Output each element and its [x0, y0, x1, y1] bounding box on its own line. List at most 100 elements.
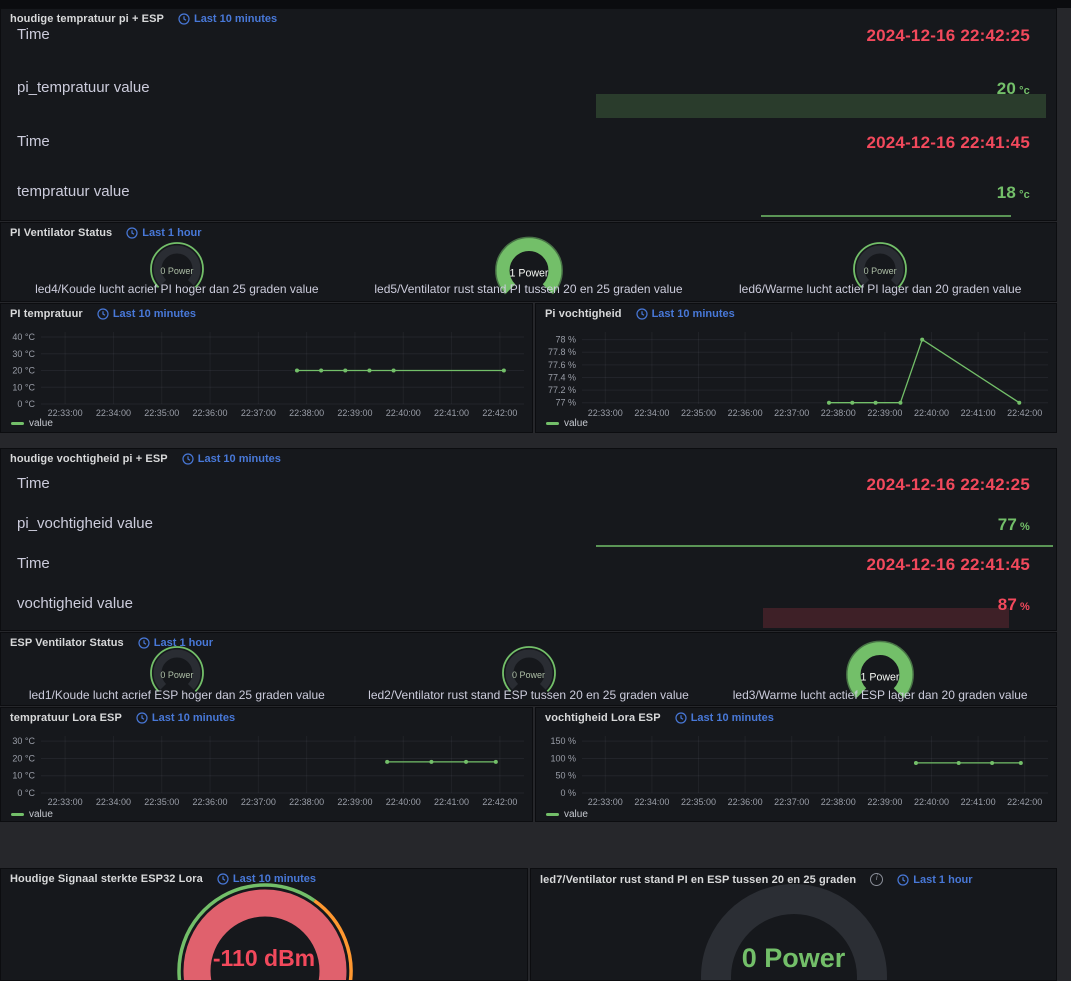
svg-text:22:35:00: 22:35:00	[681, 797, 716, 807]
panel-title[interactable]: led7/Ventilator rust stand PI en ESP tus…	[540, 873, 857, 886]
panel-title[interactable]: houdige tempratuur pi + ESP	[10, 13, 164, 25]
gauge-label: led1/Koude lucht acrief ESP hoger dan 25…	[28, 688, 325, 702]
gauge-cell: 1 Power led5/Ventilator rust stand PI tu…	[353, 233, 705, 301]
svg-text:77.2 %: 77.2 %	[548, 385, 576, 395]
time-range-label: Last 10 minutes	[690, 712, 774, 724]
panel-title[interactable]: PI tempratuur	[10, 308, 83, 320]
time-series-chart[interactable]: 22:33:00 22:34:00 22:35:00 22:36:00 22:37:00…	[536, 730, 1053, 809]
svg-text:22:41:00: 22:41:00	[961, 408, 996, 418]
time-range-control[interactable]: Last 10 minutes	[675, 712, 774, 724]
legend-label[interactable]: value	[564, 418, 588, 429]
time-range-control[interactable]: Last 10 minutes	[178, 13, 277, 25]
svg-text:22:37:00: 22:37:00	[241, 797, 276, 807]
legend[interactable]: value	[11, 418, 53, 429]
svg-text:22:40:00: 22:40:00	[386, 797, 421, 807]
stat-label: pi_tempratuur value	[17, 79, 150, 96]
svg-text:20 °C: 20 °C	[12, 366, 35, 376]
svg-text:77 %: 77 %	[555, 398, 576, 408]
gauge: 0 Power	[139, 239, 215, 293]
stat-row: vochtigheid value 87%	[17, 595, 1030, 615]
legend-color	[11, 422, 24, 425]
panel-led7-gauge: led7/Ventilator rust stand PI en ESP tus…	[530, 868, 1057, 981]
panel-pi-tempratuur: PI tempratuur Last 10 minutes 22:33:00 22…	[0, 303, 533, 433]
svg-text:22:42:00: 22:42:00	[482, 797, 517, 807]
top-margin	[0, 0, 1071, 8]
time-range-control[interactable]: Last 10 minutes	[635, 308, 735, 320]
svg-text:22:34:00: 22:34:00	[634, 408, 669, 418]
stat-row: Time 2024-12-16 22:42:25	[17, 475, 1030, 495]
gauge-value: 1 Power	[860, 670, 900, 683]
gauge-value: 0 Power	[863, 266, 897, 276]
svg-text:22:38:00: 22:38:00	[289, 797, 324, 807]
time-range-control[interactable]: Last 10 minutes	[97, 308, 196, 320]
panel-temp-stat: houdige tempratuur pi + ESP Last 10 minu…	[0, 8, 1057, 221]
svg-text:22:39:00: 22:39:00	[867, 408, 902, 418]
panel-title[interactable]: houdige vochtigheid pi + ESP	[10, 453, 168, 465]
svg-text:78 %: 78 %	[555, 335, 576, 345]
stat-label: Time	[17, 555, 50, 572]
svg-text:22:39:00: 22:39:00	[337, 797, 372, 807]
gauge: 1 Power	[835, 639, 925, 703]
clock-icon	[97, 308, 109, 320]
legend[interactable]: value	[546, 418, 588, 429]
panel-title[interactable]: Houdige Signaal sterkte ESP32 Lora	[10, 873, 203, 885]
panel-vochtigheid-lora-esp: vochtigheid Lora ESP Last 10 minutes 22:…	[535, 707, 1057, 822]
legend[interactable]: value	[546, 809, 588, 820]
time-range-label: Last 1 hour	[142, 227, 202, 239]
info-icon[interactable]	[870, 873, 884, 886]
sparkline	[596, 545, 1053, 547]
time-range-control[interactable]: Last 1 hour	[138, 637, 213, 649]
svg-text:22:41:00: 22:41:00	[961, 797, 996, 807]
svg-text:22:40:00: 22:40:00	[914, 797, 949, 807]
svg-text:22:34:00: 22:34:00	[634, 797, 669, 807]
time-range-control[interactable]: Last 10 minutes	[182, 453, 281, 465]
stat-value: 77%	[997, 515, 1030, 534]
svg-text:77.6 %: 77.6 %	[548, 360, 576, 370]
legend[interactable]: value	[11, 809, 53, 820]
stat-value: 2024-12-16 22:41:45	[866, 555, 1030, 574]
stat-value: 2024-12-16 22:42:25	[866, 475, 1030, 494]
time-series-chart[interactable]: 22:33:00 22:34:00 22:35:00 22:36:00 22:37:00…	[1, 730, 529, 809]
time-series-chart[interactable]: 22:33:00 22:34:00 22:35:00 22:36:00 22:37:00…	[1, 326, 529, 420]
panel-title[interactable]: vochtigheid Lora ESP	[545, 712, 661, 724]
gauge-value: 0 Power	[160, 266, 194, 276]
time-range-label: Last 1 hour	[913, 873, 973, 886]
stat-row: pi_vochtigheid value 77%	[17, 515, 1030, 535]
time-range-control[interactable]: Last 10 minutes	[136, 712, 235, 724]
panel-title[interactable]: Pi vochtigheid	[545, 308, 622, 320]
svg-text:22:38:00: 22:38:00	[289, 408, 324, 418]
panel-title[interactable]: PI Ventilator Status	[10, 227, 113, 239]
led7-gauge	[684, 879, 904, 980]
svg-text:22:42:00: 22:42:00	[1007, 408, 1042, 418]
gauge-value: -110 dBm	[212, 945, 316, 971]
legend-label[interactable]: value	[564, 809, 588, 820]
panel-hum-stat: houdige vochtigheid pi + ESP Last 10 min…	[0, 448, 1057, 631]
svg-text:22:39:00: 22:39:00	[867, 797, 902, 807]
svg-text:22:41:00: 22:41:00	[434, 797, 469, 807]
clock-icon	[136, 712, 148, 724]
clock-icon	[675, 712, 687, 724]
svg-text:22:42:00: 22:42:00	[482, 408, 517, 418]
stat-value: 20 °c	[996, 79, 1030, 98]
gauge-label: led3/Warme lucht actief ESP lager dan 20…	[732, 688, 1028, 702]
legend-label[interactable]: value	[29, 418, 53, 429]
legend-color	[546, 813, 559, 816]
stat-unit: °c	[1019, 189, 1030, 201]
svg-text:50 %: 50 %	[555, 771, 576, 781]
gauge-value: 1 Power	[509, 266, 548, 279]
svg-text:22:36:00: 22:36:00	[728, 797, 763, 807]
time-range-control[interactable]: Last 1 hour	[897, 873, 973, 886]
panel-title[interactable]: tempratuur Lora ESP	[10, 712, 122, 724]
svg-text:22:37:00: 22:37:00	[774, 408, 809, 418]
stat-unit: %	[1020, 521, 1030, 533]
stat-row: tempratuur value 18 °c	[17, 183, 1030, 203]
time-range-control[interactable]: Last 1 hour	[126, 227, 202, 239]
panel-title[interactable]: ESP Ventilator Status	[10, 637, 124, 649]
legend-label[interactable]: value	[29, 809, 53, 820]
svg-text:0 %: 0 %	[560, 788, 576, 798]
time-series-chart[interactable]: 22:33:00 22:34:00 22:35:00 22:36:00 22:37:00…	[536, 326, 1053, 420]
stat-value: 87%	[997, 595, 1030, 614]
gauge-label: led4/Koude lucht acrief PI hoger dan 25 …	[35, 282, 319, 296]
time-range-control[interactable]: Last 10 minutes	[217, 873, 316, 885]
stat-value: 2024-12-16 22:41:45	[866, 133, 1030, 152]
